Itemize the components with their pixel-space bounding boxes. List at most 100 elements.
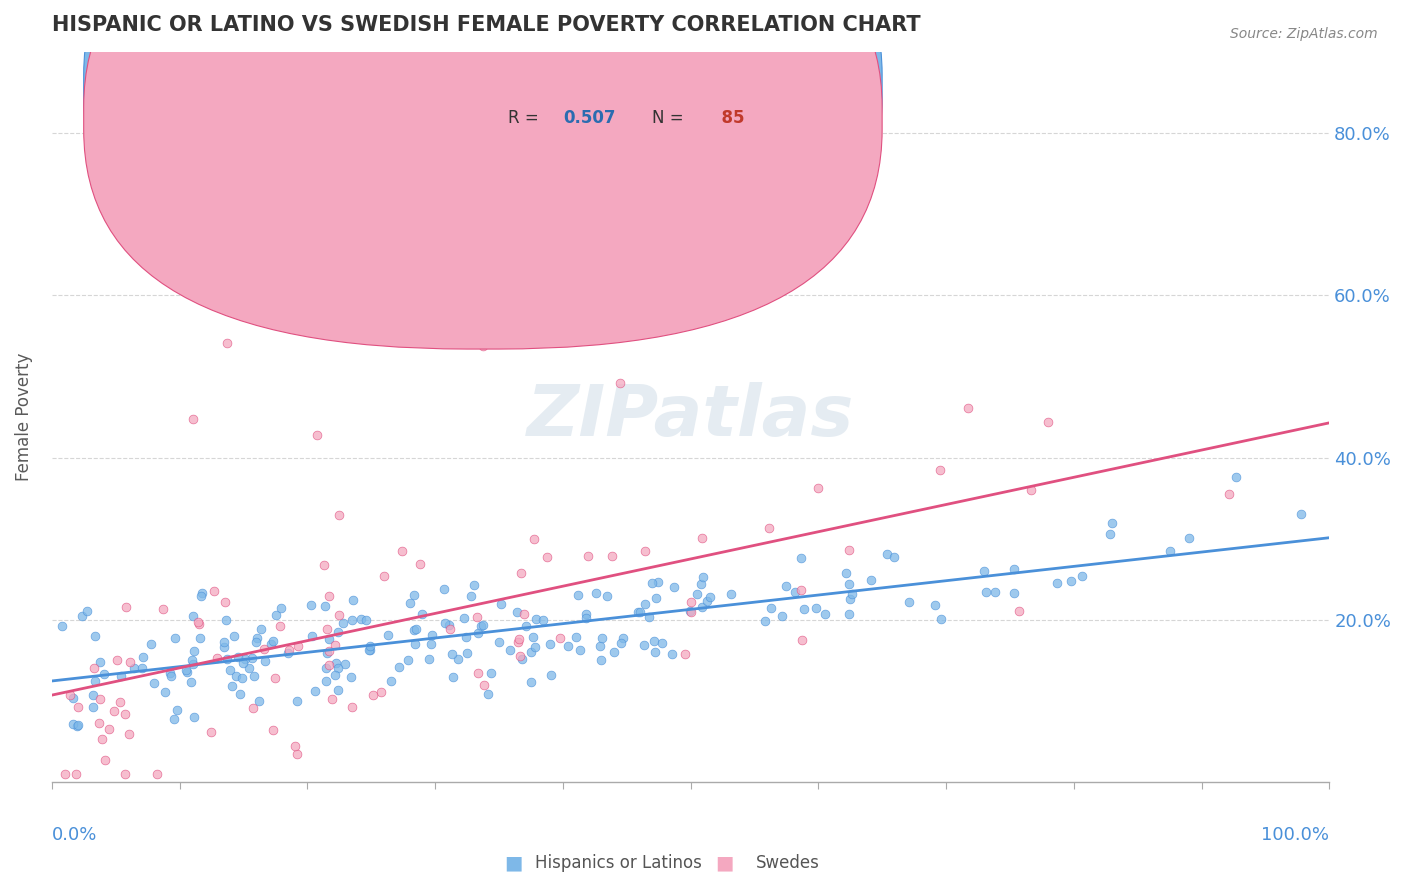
Point (301, 629, 323, 643)
Point (1098, 526, 1121, 541)
Point (404, 637, 426, 651)
Point (155, 685, 177, 699)
Point (328, 508, 350, 523)
Point (115, 599, 138, 614)
Point (1178, 531, 1201, 545)
Text: Source: ZipAtlas.com: Source: ZipAtlas.com (1230, 27, 1378, 41)
Point (841, 587, 863, 601)
Point (814, 607, 837, 621)
Point (332, 616, 354, 631)
Point (318, 644, 340, 658)
Point (242, 669, 264, 683)
Point (396, 652, 419, 666)
Point (143, 676, 166, 690)
Point (250, 623, 273, 637)
Point (690, 577, 713, 591)
Point (509, 649, 531, 664)
Point (440, 647, 463, 661)
Point (110, 695, 132, 709)
Point (305, 427, 328, 442)
Text: 0.507: 0.507 (562, 110, 616, 128)
Point (876, 547, 898, 561)
Point (200, 724, 222, 739)
Point (588, 640, 610, 654)
Point (229, 687, 252, 701)
Point (253, 654, 276, 668)
Point (89, 691, 111, 706)
Point (160, 669, 183, 683)
Point (447, 652, 470, 666)
Point (499, 642, 522, 657)
Point (785, 585, 807, 599)
Text: R =: R = (508, 77, 544, 95)
Point (692, 531, 714, 545)
Point (299, 598, 322, 612)
Text: 198: 198 (710, 77, 744, 95)
Point (609, 376, 631, 391)
Point (976, 584, 998, 599)
Point (242, 650, 264, 665)
Point (183, 643, 205, 657)
Point (720, 587, 742, 601)
Point (333, 657, 356, 672)
Y-axis label: Female Poverty: Female Poverty (15, 352, 32, 481)
Point (152, 602, 174, 616)
Point (402, 588, 425, 602)
FancyBboxPatch shape (441, 59, 876, 151)
Point (181, 657, 204, 671)
Point (284, 739, 307, 753)
Text: N =: N = (652, 77, 689, 95)
Point (1036, 415, 1059, 429)
Point (439, 622, 461, 636)
Point (314, 599, 336, 614)
Point (166, 703, 188, 717)
Point (612, 631, 634, 645)
Point (176, 665, 198, 679)
Point (628, 605, 651, 619)
Point (513, 607, 536, 621)
Point (589, 653, 612, 667)
Point (1225, 469, 1247, 483)
Text: 0.817: 0.817 (562, 77, 616, 95)
Point (1019, 483, 1042, 497)
Point (519, 645, 541, 659)
Point (456, 646, 478, 660)
Point (314, 558, 336, 573)
Point (247, 694, 270, 708)
Point (1159, 544, 1181, 558)
Point (600, 549, 623, 564)
Point (262, 723, 284, 737)
Point (325, 639, 347, 653)
Point (359, 639, 381, 653)
Point (524, 611, 547, 625)
FancyBboxPatch shape (84, 0, 882, 317)
Point (1101, 516, 1123, 531)
Point (380, 674, 402, 689)
Point (190, 589, 212, 603)
Point (315, 622, 337, 636)
Text: 0.0%: 0.0% (52, 826, 97, 844)
Point (540, 668, 562, 682)
Point (456, 630, 478, 644)
Point (838, 543, 860, 558)
Point (214, 595, 236, 609)
Point (576, 549, 599, 564)
Point (204, 583, 226, 598)
Point (1046, 576, 1069, 591)
Point (315, 674, 337, 689)
Point (420, 637, 443, 651)
Text: Hispanics or Latinos: Hispanics or Latinos (536, 855, 702, 872)
Point (1059, 574, 1081, 588)
Point (411, 607, 433, 621)
Point (793, 602, 815, 616)
Point (522, 630, 544, 644)
Point (76, 604, 98, 618)
Point (609, 636, 631, 650)
Point (318, 589, 340, 603)
Point (924, 598, 946, 612)
Point (567, 588, 589, 602)
Point (51, 619, 73, 633)
Point (467, 626, 489, 640)
Point (231, 671, 253, 685)
Point (62, 690, 84, 705)
